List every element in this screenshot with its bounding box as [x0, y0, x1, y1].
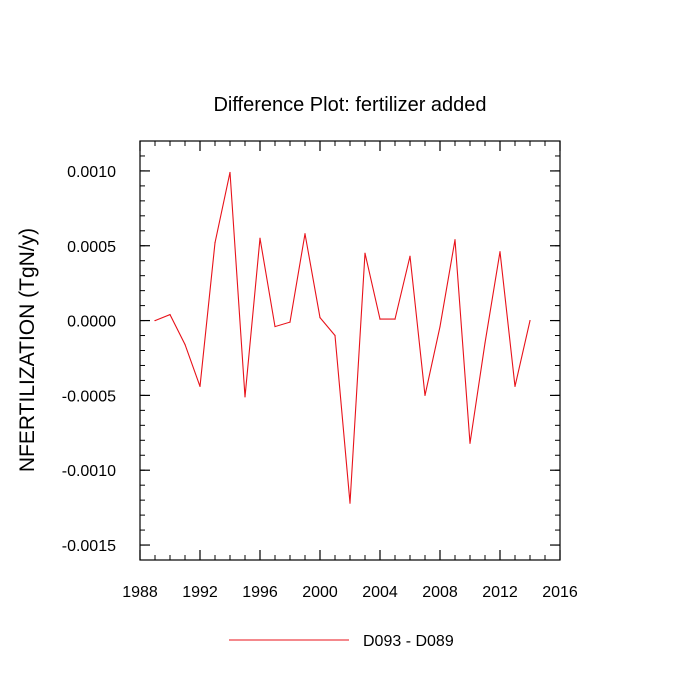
data-point: [364, 252, 366, 254]
data-point: [244, 396, 246, 398]
data-point: [304, 233, 306, 235]
x-tick-label: 1992: [182, 584, 218, 601]
data-point: [394, 318, 396, 320]
data-point: [274, 325, 276, 328]
data-point: [514, 385, 516, 388]
y-tick-label: -0.0015: [62, 538, 116, 555]
data-point: [214, 242, 216, 244]
x-tick-label: 2012: [482, 584, 518, 601]
data-point: [334, 334, 336, 337]
y-tick-label: -0.0005: [62, 388, 116, 405]
data-point: [469, 442, 471, 444]
x-tick-label: 2000: [302, 584, 338, 601]
series-line: [154, 172, 531, 504]
data-point: [454, 239, 456, 241]
data-point: [379, 318, 381, 320]
y-tick-label: 0.0000: [67, 314, 116, 331]
data-point: [169, 313, 171, 316]
data-point: [424, 394, 426, 396]
y-tick-label: 0.0010: [67, 164, 116, 181]
x-tick-label: 2004: [362, 584, 398, 601]
data-point: [499, 251, 501, 253]
legend-entry-label: D093 - D089: [363, 633, 454, 650]
chart-title: Difference Plot: fertilizer added: [213, 94, 486, 116]
legend: D093 - D089: [229, 633, 454, 650]
x-tick-label: 2016: [542, 584, 578, 601]
data-point: [259, 237, 261, 239]
data-point: [319, 316, 321, 319]
data-point: [184, 343, 186, 346]
data-point: [529, 319, 531, 322]
data-point: [154, 319, 156, 322]
y-axis-label: NFERTILIZATION (TgN/y): [16, 228, 39, 472]
plot-area: 1988 1992 1996 2000 2004 2008 2012 2016 0.0010 0.…: [62, 140, 578, 601]
data-point: [484, 342, 486, 344]
data-point: [349, 502, 351, 504]
x-tick-label: 1996: [242, 584, 278, 601]
x-tick-label: 2008: [422, 584, 458, 601]
data-point: [409, 255, 411, 257]
data-point: [229, 171, 231, 174]
data-point: [199, 385, 201, 388]
y-tick-label: 0.0005: [67, 239, 116, 256]
y-tick-label: -0.0010: [62, 463, 116, 480]
data-point: [289, 321, 291, 323]
data-point: [439, 325, 441, 328]
x-tick-label: 1988: [122, 584, 158, 601]
